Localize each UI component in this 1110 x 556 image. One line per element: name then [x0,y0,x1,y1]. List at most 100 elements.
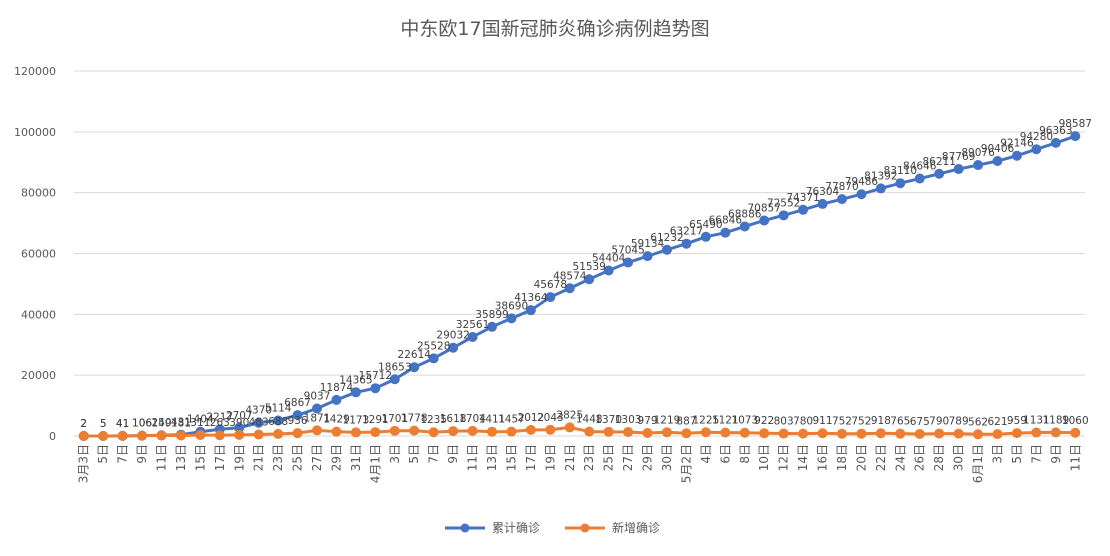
x-tick-label: 9日 [135,444,149,464]
data-label: 2 [80,418,87,430]
data-label: 41364 [514,292,548,304]
data-label: 2043 [537,412,564,424]
data-point [137,430,148,441]
data-label: 789 [949,416,969,428]
data-point [234,429,245,440]
data-point [117,430,128,441]
data-label: 57045 [611,244,644,256]
data-point [836,194,847,205]
data-point [1011,150,1022,161]
data-point [195,430,206,441]
series-line [83,425,1076,438]
data-label: 1704 [459,413,486,425]
data-point [603,426,614,437]
data-label: 2707 [226,410,253,422]
data-label: 621 [987,416,1007,428]
data-label: 1404 [187,414,214,426]
data-label: 2825 [556,409,583,421]
data-point [292,428,303,439]
x-tick-label: 19日 [543,444,557,471]
x-tick-label: 12日 [777,444,791,471]
data-point [856,428,867,439]
data-label: 59134 [631,238,665,250]
data-label: 45678 [534,279,567,291]
data-label: 1618 [440,413,467,425]
data-point [759,428,770,439]
data-label: 9037 [304,391,331,403]
x-tick-label: 11日 [154,444,168,471]
x-tick-label: 5日 [1010,444,1024,464]
data-label: 68886 [728,208,762,220]
data-label: 86211 [922,156,955,168]
data-point [525,424,536,435]
x-tick-label: 9日 [1049,444,1063,464]
x-tick-label: 20日 [854,444,868,471]
x-tick-label: 15日 [504,444,518,471]
data-label: 65490 [689,219,722,231]
data-label: 918 [871,415,891,427]
data-label: 84646 [903,161,937,173]
data-point [428,427,439,438]
x-tick-label: 7日 [116,444,130,464]
x-tick-label: 5日 [407,444,421,464]
data-point [1050,427,1061,438]
data-label: 1411 [479,414,506,426]
data-label: 1303 [615,414,642,426]
data-point [623,427,634,438]
data-point [350,427,361,438]
data-label: 54404 [592,253,626,265]
data-label: 1131 [1023,415,1050,427]
data-label: 1701 [381,413,408,425]
data-label: 1073 [731,415,758,427]
data-label: 887 [676,415,696,427]
data-label: 92146 [1000,138,1034,150]
data-label: 38690 [495,300,528,312]
data-point [273,428,284,439]
data-point [875,428,886,439]
data-point [506,313,517,324]
data-label: 752 [832,416,852,428]
data-point [389,374,400,385]
x-tick-label: 27日 [310,444,324,471]
data-label: 2012 [518,412,545,424]
data-point [1070,427,1081,438]
data-point [623,257,634,268]
x-tick-label: 6日 [718,444,732,464]
x-tick-label: 3月3日 [77,444,91,483]
data-point [584,426,595,437]
data-label: 803 [774,416,794,428]
data-point [525,305,536,316]
data-label: 181 [171,417,191,429]
data-point [409,425,420,436]
data-label: 1448 [576,414,603,426]
data-label: 1121 [712,415,739,427]
x-tick-label: 6月1日 [971,444,985,483]
data-label: 1778 [401,413,428,425]
data-point [875,183,886,194]
data-point [778,210,789,221]
y-tick-label: 20000 [21,369,56,382]
data-point [389,425,400,436]
data-point [370,383,381,394]
data-label: 2217 [206,411,233,423]
data-label: 83110 [884,165,917,177]
data-label: 390 [229,417,249,429]
data-labels: 2 5 41 106 250 431140422172707437051146867903… [80,118,1092,430]
data-label: 922 [754,415,774,427]
x-tick-label: 9日 [446,444,460,464]
y-tick-label: 100000 [14,126,56,139]
data-point [331,426,342,437]
data-point [467,425,478,436]
x-tick-label: 31日 [349,444,363,471]
y-tick-label: 60000 [21,248,56,261]
data-label: 562 [968,416,988,428]
data-point [409,362,420,373]
data-label: 81392 [864,170,897,182]
data-point [700,427,711,438]
data-label: 41 [116,418,129,430]
data-point [487,321,498,332]
data-label: 96363 [1039,125,1072,137]
data-point [545,292,556,303]
data-label: 11874 [320,382,354,394]
